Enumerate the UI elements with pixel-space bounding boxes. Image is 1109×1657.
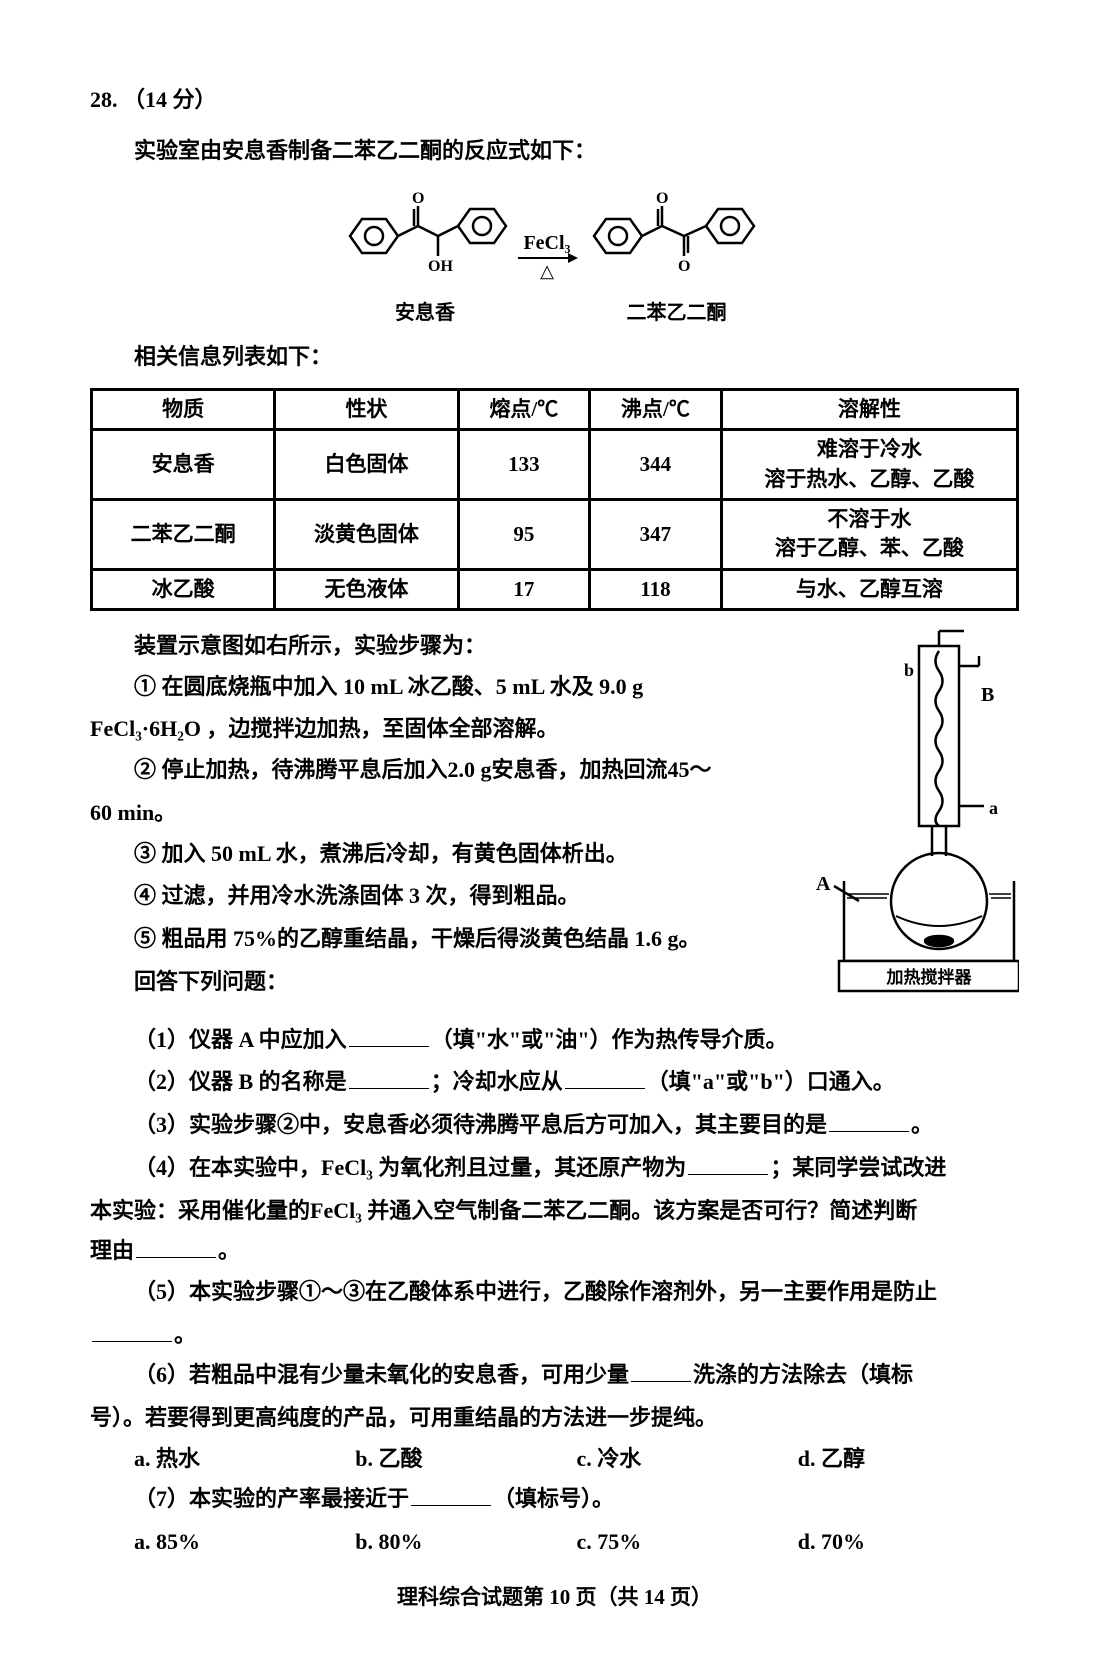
svg-text:O: O: [678, 258, 690, 275]
blank-4b[interactable]: [136, 1236, 216, 1258]
q-num: 28.: [90, 87, 118, 112]
opt-7d[interactable]: d. 70%: [798, 1522, 1019, 1563]
step-1b: FeCl₃·6H₂O ，边搅拌边加热，至固体全部溶解。: [90, 709, 764, 750]
reactant-label: 安息香: [340, 295, 510, 332]
step-3: ③ 加入 50 mL 水，煮沸后冷却，有黄色固体析出。: [90, 834, 764, 875]
subq-4a: （4）在本实验中，FeCl₃ 为氧化剂且过量，其还原产物为；某同学尝试改进: [90, 1148, 1019, 1189]
subq-6a: （6）若粗品中混有少量未氧化的安息香，可用少量洗涤的方法除去（填标: [90, 1355, 1019, 1396]
label-b-text: b: [904, 660, 914, 680]
th-boiling: 沸点/℃: [590, 389, 722, 429]
intro-text: 实验室由安息香制备二苯乙二酮的反应式如下：: [90, 131, 1019, 172]
svg-text:O: O: [656, 190, 668, 207]
q-points: （14 分）: [123, 87, 217, 112]
svg-text:O: O: [412, 190, 424, 207]
blank-5[interactable]: [92, 1320, 172, 1342]
molecule-reactant: O OH: [340, 181, 510, 281]
subq-1: （1）仪器 A 中应加入（填"水"或"油"）作为热传导介质。: [90, 1020, 1019, 1061]
table-row: 冰乙酸 无色液体 17 118 与水、乙醇互溶: [92, 569, 1018, 609]
product-label: 二苯乙二酮: [584, 295, 769, 332]
opt-6b[interactable]: b. 乙酸: [355, 1439, 576, 1480]
label-A-text: A: [816, 873, 831, 895]
catalyst-label: FeCl₃: [518, 231, 576, 255]
subq-3: （3）实验步骤②中，安息香必须待沸腾平息后方可加入，其主要目的是。: [90, 1105, 1019, 1146]
question-number: 28. （14 分）: [90, 80, 1019, 121]
subq-7: （7）本实验的产率最接近于（填标号）。: [90, 1479, 1019, 1520]
apparatus-diagram: b B a A 加热搅拌器: [784, 626, 1019, 1020]
label-a-text: a: [989, 798, 998, 818]
reaction-diagram: O OH 安息香 FeCl₃ △: [90, 181, 1019, 332]
reaction-arrow: FeCl₃ △: [518, 231, 576, 283]
table-row: 二苯乙二酮 淡黄色固体 95 347 不溶于水 溶于乙醇、苯、乙酸: [92, 499, 1018, 569]
opt-6d[interactable]: d. 乙醇: [798, 1439, 1019, 1480]
molecule-product: O O: [584, 181, 769, 281]
blank-2b[interactable]: [565, 1067, 645, 1089]
condition-label: △: [518, 261, 576, 283]
table-row: 安息香 白色固体 133 344 难溶于冷水 溶于热水、乙醇、乙酸: [92, 430, 1018, 500]
th-appearance: 性状: [275, 389, 458, 429]
step-1a: ① 在圆底烧瓶中加入 10 mL 冰乙酸、5 mL 水及 9.0 g: [90, 667, 764, 708]
subq-2: （2）仪器 B 的名称是；冷却水应从（填"a"或"b"）口通入。: [90, 1062, 1019, 1103]
opt-7a[interactable]: a. 85%: [134, 1522, 355, 1563]
th-solubility: 溶解性: [721, 389, 1017, 429]
answer-intro: 回答下列问题：: [90, 962, 764, 1003]
blank-3[interactable]: [829, 1110, 909, 1132]
blank-2a[interactable]: [349, 1067, 429, 1089]
th-substance: 物质: [92, 389, 275, 429]
blank-6[interactable]: [631, 1360, 691, 1382]
subq-5b: 。: [90, 1315, 1019, 1356]
opt-6c[interactable]: c. 冷水: [577, 1439, 798, 1480]
apparatus-intro: 装置示意图如右所示，实验步骤为：: [90, 626, 764, 667]
blank-4a[interactable]: [688, 1153, 768, 1175]
th-melting: 熔点/℃: [458, 389, 590, 429]
heater-label: 加热搅拌器: [886, 967, 973, 987]
step-2b: 60 min。: [90, 793, 764, 834]
q7-options: a. 85% b. 80% c. 75% d. 70%: [90, 1522, 1019, 1563]
subq-6b: 号）。若要得到更高纯度的产品，可用重结晶的方法进一步提纯。: [90, 1398, 1019, 1439]
table-intro: 相关信息列表如下：: [90, 337, 1019, 378]
q6-options: a. 热水 b. 乙酸 c. 冷水 d. 乙醇: [90, 1439, 1019, 1480]
opt-6a[interactable]: a. 热水: [134, 1439, 355, 1480]
blank-1[interactable]: [349, 1025, 429, 1047]
label-B-text: B: [981, 684, 994, 706]
data-table: 物质 性状 熔点/℃ 沸点/℃ 溶解性 安息香 白色固体 133 344 难溶于…: [90, 388, 1019, 611]
opt-7b[interactable]: b. 80%: [355, 1522, 576, 1563]
subq-5a: （5）本实验步骤①～③在乙酸体系中进行，乙酸除作溶剂外，另一主要作用是防止: [90, 1272, 1019, 1313]
step-5: ⑤ 粗品用 75%的乙醇重结晶，干燥后得淡黄色结晶 1.6 g。: [90, 919, 764, 960]
subq-4c: 理由。: [90, 1231, 1019, 1272]
page-footer: 理科综合试题第 10 页（共 14 页）: [90, 1578, 1019, 1617]
subq-4b: 本实验：采用催化量的FeCl₃ 并通入空气制备二苯乙二酮。该方案是否可行？简述判…: [90, 1191, 1019, 1232]
table-header-row: 物质 性状 熔点/℃ 沸点/℃ 溶解性: [92, 389, 1018, 429]
blank-7[interactable]: [411, 1484, 491, 1506]
step-2a: ② 停止加热，待沸腾平息后加入2.0 g安息香，加热回流45～: [90, 750, 764, 791]
step-4: ④ 过滤，并用冷水洗涤固体 3 次，得到粗品。: [90, 876, 764, 917]
opt-7c[interactable]: c. 75%: [577, 1522, 798, 1563]
svg-text:OH: OH: [428, 258, 453, 275]
